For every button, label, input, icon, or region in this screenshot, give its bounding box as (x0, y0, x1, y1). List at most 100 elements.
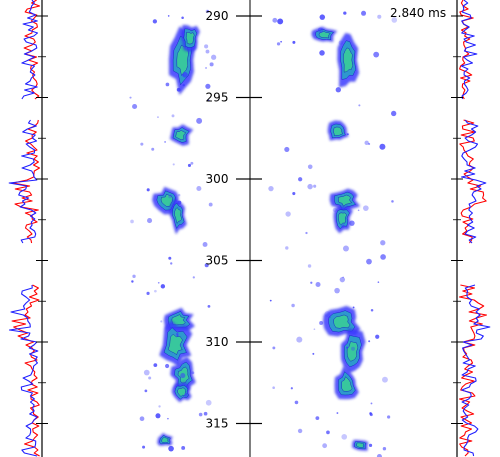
axis-tick-label: 315 (206, 417, 229, 431)
profile-trace (459, 119, 487, 244)
spray-droplet (187, 163, 191, 167)
spray-droplet (142, 445, 146, 449)
spray-droplet (341, 433, 348, 440)
profile-trace (23, 0, 41, 100)
spray-droplet (167, 15, 170, 17)
spray-blob (171, 314, 186, 326)
spray-droplet (171, 114, 175, 118)
spray-droplet (362, 205, 369, 211)
center-axis: 290 295 300 305 310 315 (36, 9, 463, 431)
spray-blob (161, 436, 169, 443)
spray-blob (160, 193, 173, 207)
spray-droplet (368, 340, 371, 343)
spray-droplet (198, 412, 203, 417)
spray-droplet (382, 376, 388, 383)
spray-droplet (391, 17, 398, 23)
spray-droplet (272, 386, 275, 390)
spray-droplet (146, 188, 150, 192)
spray-droplet (334, 287, 340, 294)
spray-droplet (307, 183, 313, 190)
spray-droplet (177, 200, 182, 205)
spray-droplet (168, 194, 172, 199)
spray-droplet (205, 49, 210, 54)
spray-droplet (290, 387, 293, 390)
spray-droplet (132, 274, 136, 278)
axis-tick-310: 310 (206, 335, 262, 349)
spray-droplet (205, 67, 207, 69)
axis-tick-315: 315 (206, 417, 262, 431)
spray-droplet (328, 316, 331, 318)
spray-droplet (369, 413, 373, 417)
spray-droplet (315, 282, 321, 288)
spray-droplet (338, 40, 343, 45)
spray-droplet (376, 453, 382, 457)
spray-droplet (277, 18, 284, 25)
axis-tick-label: 290 (206, 9, 229, 23)
spray-droplet (160, 320, 163, 323)
spray-blob (177, 387, 187, 397)
spray-droplet (170, 262, 173, 265)
axis-tick-label: 300 (206, 172, 229, 186)
spray-droplet (375, 334, 380, 339)
spray-droplet (336, 412, 339, 414)
spray-droplet (310, 281, 313, 284)
spray-droplet (284, 146, 290, 152)
spray-droplet (377, 14, 382, 19)
profile-trace (460, 0, 478, 100)
spray-droplet (177, 193, 181, 197)
spray-droplet (155, 413, 161, 419)
spray-droplet (165, 82, 170, 87)
spray-droplet (206, 10, 209, 13)
spray-droplet (313, 184, 317, 188)
spray-droplet (146, 291, 150, 295)
spray-droplet (181, 16, 184, 20)
axis-tick-305: 305 (206, 254, 262, 268)
spray-droplet (204, 263, 209, 268)
spray-blob (185, 31, 195, 45)
spray-droplet (373, 51, 380, 58)
spray-droplet (132, 103, 138, 110)
spray-droplet (207, 99, 210, 102)
spray-blob (167, 333, 183, 355)
spray-droplet (209, 62, 214, 67)
spray-droplet (319, 321, 324, 325)
spray-droplet (130, 219, 134, 224)
spray-droplet (203, 411, 208, 416)
spray-droplet (205, 9, 210, 14)
spray-droplet (176, 87, 181, 92)
spray-droplet (196, 186, 202, 192)
spray-droplet (343, 11, 347, 15)
spray-droplet (322, 443, 328, 449)
spray-droplet (380, 240, 386, 246)
spray-droplet (349, 220, 355, 226)
profile-trace (460, 119, 487, 244)
spray-droplet (208, 202, 213, 207)
spray-droplet (326, 430, 330, 435)
spray-droplet (182, 83, 185, 87)
spray-droplet (167, 417, 169, 420)
spray-droplet (313, 328, 316, 331)
spray-droplet (335, 87, 341, 93)
spray-droplet (292, 191, 296, 196)
spray-droplet (352, 306, 355, 309)
spray-droplet (268, 185, 274, 192)
spray-droplet (296, 336, 303, 343)
spray-droplet (280, 40, 283, 43)
spray-droplet (272, 346, 276, 350)
spray-droplet (191, 371, 195, 375)
profile-trace (8, 284, 39, 457)
spray-droplet (332, 207, 337, 213)
spray-blob (341, 376, 353, 392)
spray-droplet (285, 246, 289, 250)
spray-image-left (129, 9, 217, 452)
spray-image-right (268, 10, 398, 457)
spray-blob (338, 212, 347, 226)
right-profile-strip (458, 0, 491, 457)
spray-droplet (164, 141, 166, 143)
axis-tick-290: 290 (206, 9, 262, 23)
spray-droplet (181, 32, 185, 35)
spray-droplet (339, 276, 346, 283)
profile-trace (11, 284, 40, 457)
spray-droplet (364, 140, 369, 146)
